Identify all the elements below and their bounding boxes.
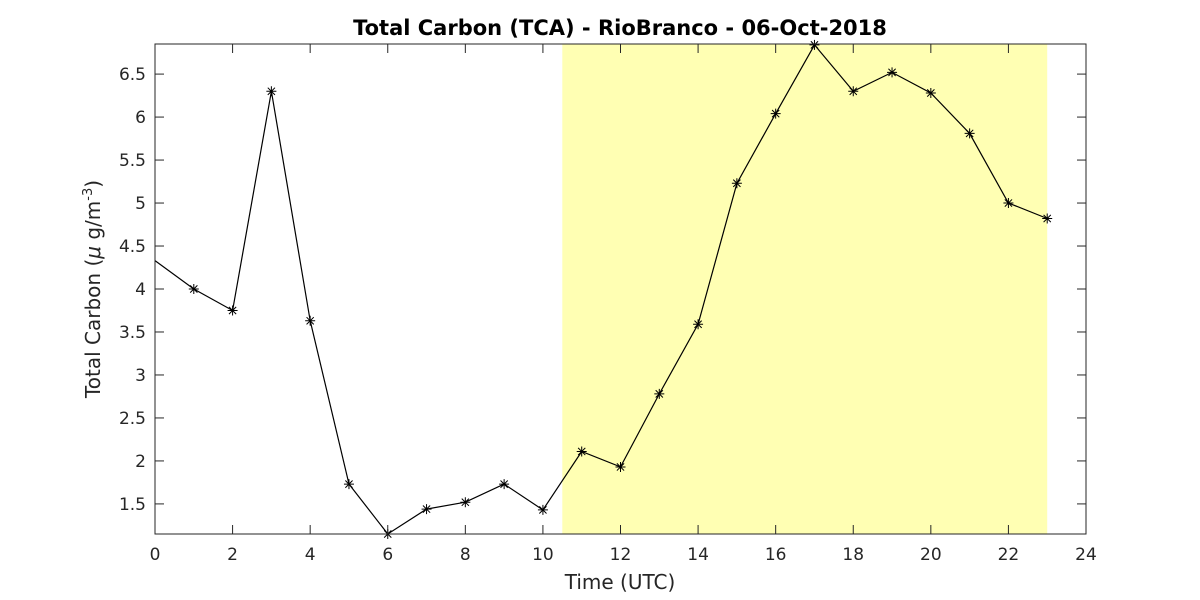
y-tick-label: 3 [135, 366, 146, 386]
data-point [1042, 213, 1053, 224]
x-tick-label: 16 [765, 545, 787, 565]
x-tick-label: 10 [532, 545, 554, 565]
highlight-region [562, 44, 1048, 534]
data-point [460, 497, 471, 508]
data-point [731, 178, 742, 189]
data-point [188, 284, 199, 294]
x-tick-label: 2 [227, 545, 238, 565]
x-tick-label: 4 [305, 545, 316, 565]
y-tick-label: 6 [135, 108, 146, 128]
y-tick-label: 4 [135, 280, 146, 300]
x-tick-label: 8 [460, 545, 471, 565]
x-tick-label: 0 [150, 545, 161, 565]
x-tick-label: 24 [1075, 545, 1097, 565]
data-point [227, 305, 238, 316]
x-tick-label: 20 [920, 545, 942, 565]
series-line-0 [154, 43, 1048, 535]
data-point [499, 479, 510, 490]
y-tick-label: 2 [135, 452, 146, 472]
chart-title: Total Carbon (TCA) - RioBranco - 06-Oct-… [353, 16, 887, 40]
x-tick-label: 22 [998, 545, 1020, 565]
data-point [343, 479, 354, 490]
data-point [576, 446, 587, 457]
y-axis-label: Total Carbon (μ g/m-3) [81, 180, 105, 399]
data-point [654, 388, 665, 399]
data-point [266, 86, 277, 97]
data-point [770, 108, 781, 119]
y-tick-label: 5.5 [119, 151, 146, 171]
data-point [925, 88, 936, 98]
data-point [305, 315, 316, 326]
y-tick-label: 4.5 [119, 237, 146, 257]
y-tick-label: 6.5 [119, 65, 146, 85]
plot-area: 0 2 4 6 8 10 12 14 16 18 20 22 241.522.533.544.555.5… [119, 39, 1097, 565]
y-tick-label: 5 [135, 194, 146, 214]
x-tick-label: 6 [382, 545, 393, 565]
x-tick-label: 14 [687, 545, 709, 565]
data-point [537, 504, 548, 515]
data-point [848, 86, 859, 97]
x-axis-label: Time (UTC) [564, 570, 676, 594]
data-point [887, 67, 898, 78]
y-tick-label: 1.5 [119, 495, 146, 515]
data-point [615, 461, 626, 472]
x-tick-label: 18 [842, 545, 864, 565]
x-tick-label: 12 [610, 545, 632, 565]
data-point [1003, 198, 1014, 209]
data-point [964, 128, 975, 139]
y-tick-label: 2.5 [119, 409, 146, 429]
y-tick-label: 3.5 [119, 323, 146, 343]
data-point [809, 39, 820, 50]
data-point [421, 504, 432, 515]
data-point [693, 319, 704, 330]
